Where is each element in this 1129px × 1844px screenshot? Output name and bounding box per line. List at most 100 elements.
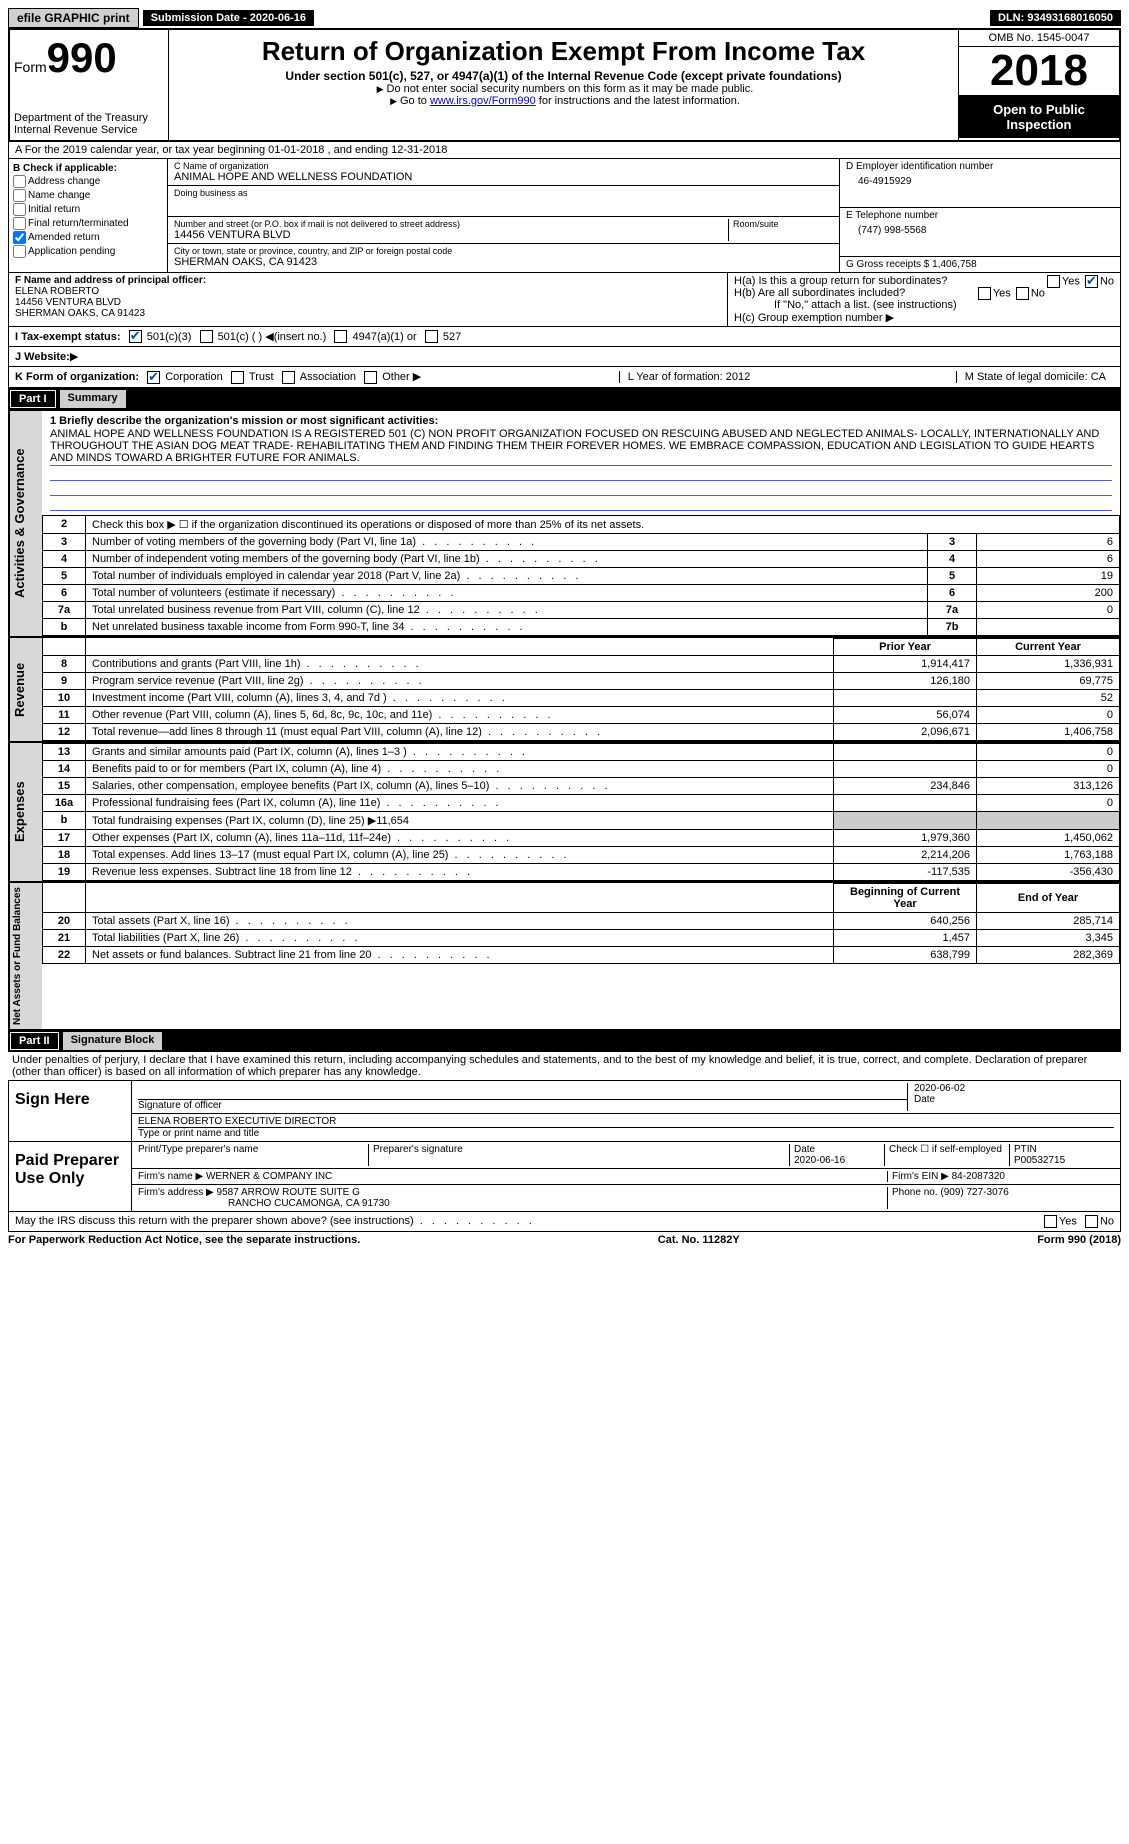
- vtab-expenses: Expenses: [9, 743, 42, 881]
- netassets-table: Beginning of Current YearEnd of Year20To…: [42, 883, 1120, 964]
- vtab-revenue: Revenue: [9, 638, 42, 741]
- chk-501c[interactable]: [200, 330, 213, 343]
- revenue-section: Revenue Prior YearCurrent Year8Contribut…: [8, 637, 1121, 742]
- part2-header: Part II Signature Block: [8, 1030, 1121, 1052]
- expenses-table: 13Grants and similar amounts paid (Part …: [42, 743, 1120, 881]
- footer-form: Form 990 (2018): [1037, 1234, 1121, 1246]
- vtab-netassets: Net Assets or Fund Balances: [9, 883, 42, 1029]
- tax-year: 2018: [959, 47, 1119, 96]
- hb-yes[interactable]: [978, 287, 991, 300]
- ha-label: H(a) Is this a group return for subordin…: [734, 275, 947, 287]
- chk-4947[interactable]: [334, 330, 347, 343]
- chk-final-return[interactable]: Final return/terminated: [13, 217, 163, 230]
- irs-label: Internal Revenue Service: [14, 124, 164, 136]
- check-self-employed[interactable]: Check ☐ if self-employed: [885, 1144, 1010, 1166]
- chk-address-change[interactable]: Address change: [13, 175, 163, 188]
- paid-preparer-label: Paid Preparer Use Only: [9, 1142, 132, 1211]
- prep-name-label: Print/Type preparer's name: [138, 1144, 369, 1166]
- signature-block: Sign Here Signature of officer 2020-06-0…: [8, 1080, 1121, 1212]
- chk-527[interactable]: [425, 330, 438, 343]
- header-left: Form990 Department of the Treasury Inter…: [10, 30, 169, 140]
- prep-date: 2020-06-16: [794, 1155, 845, 1166]
- irs-link[interactable]: www.irs.gov/Form990: [430, 95, 536, 107]
- row-j: J Website: ▶: [8, 347, 1121, 367]
- form-subtitle: Under section 501(c), 527, or 4947(a)(1)…: [177, 69, 950, 83]
- officer-name-title: ELENA ROBERTO EXECUTIVE DIRECTOR: [138, 1116, 1114, 1128]
- vtab-governance: Activities & Governance: [9, 411, 42, 636]
- top-bar: efile GRAPHIC print Submission Date - 20…: [8, 8, 1121, 28]
- footer-pra: For Paperwork Reduction Act Notice, see …: [8, 1234, 360, 1246]
- dln: DLN: 93493168016050: [990, 10, 1121, 26]
- city-label: City or town, state or province, country…: [174, 246, 833, 256]
- row-i: I Tax-exempt status: 501(c)(3) 501(c) ( …: [8, 327, 1121, 347]
- officer-addr1: 14456 VENTURA BLVD: [15, 297, 121, 308]
- ha-yes[interactable]: [1047, 275, 1060, 288]
- page-footer: For Paperwork Reduction Act Notice, see …: [8, 1232, 1121, 1248]
- firm-ein: 84-2087320: [952, 1171, 1005, 1182]
- box-f: F Name and address of principal officer:…: [9, 273, 728, 326]
- form-note-1: Do not enter social security numbers on …: [177, 83, 950, 95]
- form-title: Return of Organization Exempt From Incom…: [177, 36, 950, 67]
- chk-application-pending[interactable]: Application pending: [13, 245, 163, 258]
- box-b: B Check if applicable: Address change Na…: [9, 159, 168, 272]
- part1-num: Part I: [10, 390, 56, 408]
- firm-addr2: RANCHO CUCAMONGA, CA 91730: [138, 1198, 390, 1209]
- governance-section: Activities & Governance 1 Briefly descri…: [8, 410, 1121, 637]
- header-right: OMB No. 1545-0047 2018 Open to Public In…: [958, 30, 1119, 140]
- address-label: Number and street (or P.O. box if mail i…: [174, 219, 728, 229]
- form-note-2: Go to www.irs.gov/Form990 for instructio…: [177, 95, 950, 107]
- tax-status-label: I Tax-exempt status:: [15, 331, 121, 343]
- firm-phone: (909) 727-3076: [940, 1187, 1008, 1198]
- hb-no[interactable]: [1016, 287, 1029, 300]
- type-name-label: Type or print name and title: [138, 1128, 1114, 1139]
- box-c: C Name of organization ANIMAL HOPE AND W…: [168, 159, 839, 272]
- efile-print-button[interactable]: efile GRAPHIC print: [8, 8, 139, 28]
- tel-value: (747) 998-5568: [846, 221, 1114, 240]
- state-domicile: M State of legal domicile: CA: [956, 371, 1114, 383]
- firm-name: WERNER & COMPANY INC: [206, 1171, 332, 1182]
- form-header: Form990 Department of the Treasury Inter…: [8, 28, 1121, 142]
- year-formation: L Year of formation: 2012: [619, 371, 759, 383]
- chk-other[interactable]: [364, 371, 377, 384]
- sig-officer-label: Signature of officer: [138, 1100, 907, 1111]
- chk-initial-return[interactable]: Initial return: [13, 203, 163, 216]
- chk-name-change[interactable]: Name change: [13, 189, 163, 202]
- open-inspection: Open to Public Inspection: [959, 96, 1119, 138]
- org-name: ANIMAL HOPE AND WELLNESS FOUNDATION: [174, 171, 833, 183]
- officer-label: F Name and address of principal officer:: [15, 275, 206, 286]
- revenue-table: Prior YearCurrent Year8Contributions and…: [42, 638, 1120, 741]
- chk-amended-return[interactable]: Amended return: [13, 231, 163, 244]
- box-b-title: B Check if applicable:: [13, 163, 117, 174]
- netassets-section: Net Assets or Fund Balances Beginning of…: [8, 882, 1121, 1030]
- discuss-yes[interactable]: [1044, 1215, 1057, 1228]
- sign-here-label: Sign Here: [9, 1081, 132, 1141]
- hc-label: H(c) Group exemption number: [734, 312, 883, 324]
- form-org-label: K Form of organization:: [15, 371, 139, 383]
- mission-text: ANIMAL HOPE AND WELLNESS FOUNDATION IS A…: [50, 427, 1112, 466]
- chk-assoc[interactable]: [282, 371, 295, 384]
- ptin-value: P00532715: [1014, 1155, 1065, 1166]
- room-label: Room/suite: [733, 219, 833, 229]
- ha-no[interactable]: [1085, 275, 1098, 288]
- firm-addr1: 9587 ARROW ROUTE SUITE G: [217, 1187, 360, 1198]
- address: 14456 VENTURA BLVD: [174, 229, 728, 241]
- org-name-label: C Name of organization: [174, 161, 833, 171]
- discuss-no[interactable]: [1085, 1215, 1098, 1228]
- box-h: H(a) Is this a group return for subordin…: [728, 273, 1120, 326]
- discuss-label: May the IRS discuss this return with the…: [15, 1215, 535, 1228]
- chk-trust[interactable]: [231, 371, 244, 384]
- h-note: If "No," attach a list. (see instruction…: [734, 299, 1114, 311]
- chk-501c3[interactable]: [129, 330, 142, 343]
- ein-value: 46-4915929: [846, 172, 1114, 191]
- row-k: K Form of organization: Corporation Trus…: [8, 367, 1121, 388]
- chk-corp[interactable]: [147, 371, 160, 384]
- omb-number: OMB No. 1545-0047: [959, 30, 1119, 47]
- form-number: 990: [47, 34, 117, 81]
- part2-num: Part II: [10, 1032, 59, 1050]
- header-center: Return of Organization Exempt From Incom…: [169, 30, 958, 140]
- box-d: D Employer identification number 46-4915…: [839, 159, 1120, 272]
- dba-label: Doing business as: [174, 188, 833, 198]
- gross-value: 1,406,758: [932, 259, 977, 270]
- footer-cat: Cat. No. 11282Y: [658, 1234, 740, 1246]
- form-word: Form: [14, 59, 47, 75]
